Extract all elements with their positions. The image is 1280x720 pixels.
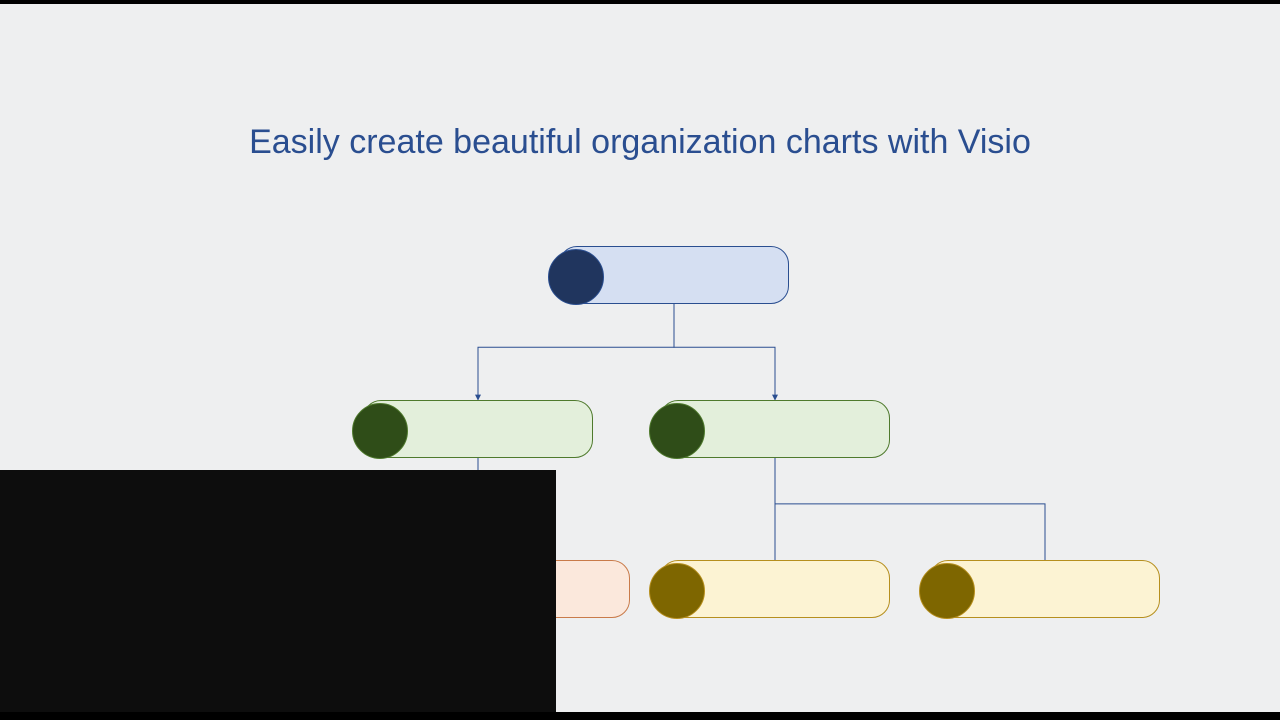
stage: Easily create beautiful organization cha… [0, 0, 1280, 720]
org-node-avatar-icon [352, 403, 408, 459]
letterbox-top [0, 0, 1280, 4]
page-title: Easily create beautiful organization cha… [0, 123, 1280, 162]
org-edge-l2b-l3d [775, 458, 1045, 560]
org-node-avatar-icon [919, 563, 975, 619]
org-node-l3d [930, 560, 1160, 618]
org-node-avatar-icon [649, 563, 705, 619]
microsoft-overlay: Microsoft [0, 470, 556, 712]
org-node-root [559, 246, 789, 304]
letterbox-bottom [0, 712, 1280, 720]
org-node-l2a [363, 400, 593, 458]
org-node-avatar-icon [548, 249, 604, 305]
org-edge-root-l2b [674, 304, 775, 400]
org-node-l2b [660, 400, 890, 458]
org-node-avatar-icon [649, 403, 705, 459]
org-edge-root-l2a [478, 304, 674, 400]
org-node-l3c [660, 560, 890, 618]
